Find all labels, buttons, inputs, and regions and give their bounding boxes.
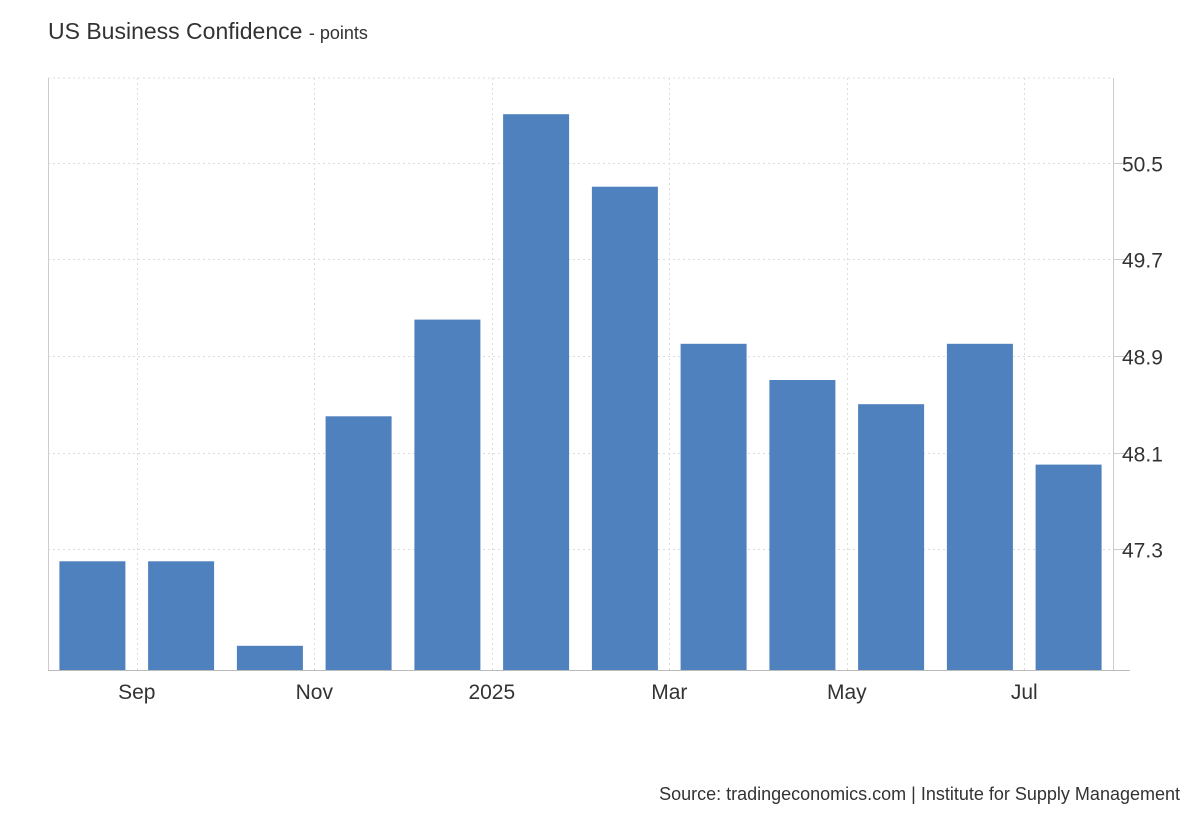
bar-feb (591, 186, 658, 670)
bar-mar (680, 343, 747, 670)
bar-dec (414, 319, 481, 670)
y-tick-label: 48.9 (1122, 347, 1163, 370)
bar-2025 (503, 114, 570, 670)
bar-oct (236, 645, 303, 670)
bar-aug (59, 561, 126, 670)
bar-jun (946, 343, 1013, 670)
chart-title: US Business Confidence - points (48, 18, 368, 45)
x-tick-label: Sep (118, 681, 155, 704)
bar-apr (769, 380, 836, 670)
axes (48, 78, 1130, 671)
bars (59, 114, 1102, 670)
chart-unit-text: points (319, 23, 368, 43)
x-tick-label: Nov (296, 681, 334, 704)
x-tick-label: May (827, 681, 867, 704)
y-tick-label: 50.5 (1122, 154, 1163, 177)
tick-labels: 47.3 48.1 48.9 49.7 50.5 Sep Nov 2025 Mar May Jul (118, 154, 1163, 705)
bar-jul (1035, 464, 1102, 670)
bar-nov (325, 416, 392, 670)
bar-sep (148, 561, 215, 670)
chart-unit-label: - points (308, 23, 368, 43)
x-tick-label: 2025 (468, 681, 515, 704)
bar-may (858, 404, 925, 670)
y-tick-label: 49.7 (1122, 250, 1163, 273)
x-tick-label: Mar (651, 681, 687, 704)
source-attribution: Source: tradingeconomics.com | Institute… (659, 784, 1180, 804)
grid-lines (48, 77, 1113, 670)
x-tick-label: Jul (1011, 681, 1038, 704)
chart-title-text: US Business Confidence (48, 18, 303, 44)
y-tick-label: 47.3 (1122, 540, 1163, 563)
y-tick-label: 48.1 (1122, 444, 1163, 467)
